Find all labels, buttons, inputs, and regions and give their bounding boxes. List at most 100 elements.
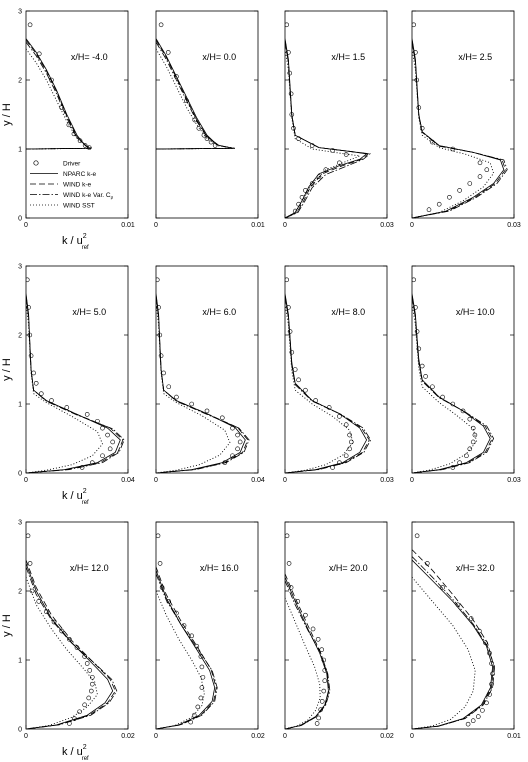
driver-data-point (158, 22, 164, 28)
driver-data-point (198, 695, 204, 701)
series-line-dotted (156, 48, 236, 150)
driver-data-point (315, 636, 321, 642)
driver-data-point (189, 633, 194, 639)
series-line-dashdot (285, 297, 372, 473)
driver-data-point (450, 465, 456, 470)
series-line-dashdot (26, 41, 92, 150)
series-line-dotted (412, 576, 476, 729)
driver-data-point (31, 370, 36, 376)
series-line-solid (26, 38, 91, 150)
driver-data-point (87, 668, 93, 673)
series-line-dashed (156, 39, 234, 150)
plot-frame (25, 265, 129, 474)
driver-data-point (303, 387, 308, 393)
driver-data-point (412, 277, 416, 283)
driver-data-point (472, 432, 478, 438)
y-tick-label: 0 (18, 471, 22, 478)
driver-data-point (157, 561, 163, 566)
plot-frame (25, 521, 129, 730)
driver-data-point (288, 91, 294, 97)
x-tick-label: 0 (154, 222, 158, 229)
panel-8: 0 0.03 x/H= 10.0 (410, 265, 521, 484)
driver-data-point (26, 277, 30, 283)
driver-data-point (67, 636, 72, 642)
panel-title: x/H= 10.0 (456, 307, 495, 317)
y-tick-label: 2 (18, 589, 22, 596)
legend-entry-label: WIND SST (63, 202, 95, 209)
panel-title: x/H= 16.0 (200, 563, 239, 573)
x-axis-label: k / u2 ref (62, 233, 89, 251)
driver-data-point (343, 422, 349, 428)
series-line-dashdot (156, 573, 218, 729)
x-tick-label: 0.03 (507, 477, 521, 484)
driver-data-point (77, 709, 82, 715)
driver-data-point (467, 446, 473, 452)
panel-title: x/H= 12.0 (70, 563, 109, 573)
y-axis-label: y / H (1, 358, 13, 381)
series-line-dashed (26, 39, 91, 150)
series-line-dotted (26, 577, 98, 729)
panel-title: x/H= 8.0 (331, 307, 365, 317)
x-tick-label: 0.03 (507, 222, 521, 229)
driver-data-point (347, 446, 352, 452)
plot-frame (284, 265, 388, 474)
series-line-solid (156, 293, 246, 473)
series-line-dashed (412, 549, 495, 729)
series-line-dashdot (412, 42, 508, 218)
driver-data-point (165, 50, 171, 55)
driver-data-point (337, 414, 342, 419)
driver-data-point (36, 599, 42, 604)
plot-area (412, 22, 508, 218)
series-line-solid (26, 293, 121, 473)
x-axis-label-sub: ref (82, 500, 89, 506)
series-line-dotted (412, 303, 478, 473)
series-line-dashdot (26, 297, 125, 473)
series-line-dashdot (26, 566, 118, 729)
driver-data-point (237, 439, 243, 445)
legend-entry-label: WIND k-e Var. Cμ (63, 192, 114, 200)
y-axis-label: y / H (1, 614, 13, 637)
driver-data-point (156, 533, 161, 539)
plot-frame (411, 521, 515, 730)
driver-data-point (314, 721, 320, 726)
driver-data-point (347, 432, 352, 438)
x-tick-label: 0.02 (121, 733, 135, 740)
driver-data-point (337, 160, 342, 166)
driver-data-point (38, 391, 44, 396)
x-axis-label-sub: ref (82, 245, 89, 251)
x-axis-label-main: k / u (62, 490, 83, 502)
driver-data-point (489, 661, 494, 666)
series-line-solid (285, 38, 368, 218)
driver-data-point (430, 384, 435, 390)
driver-data-point (235, 432, 240, 438)
driver-data-point (436, 201, 442, 207)
driver-data-point (212, 143, 218, 148)
panel-title: x/H= 32.0 (456, 563, 495, 573)
x-tick-label: 0 (283, 477, 287, 484)
panel-2: 0 0.01 x/H= 0.0 (154, 10, 265, 229)
panel-title: x/H= 20.0 (329, 563, 368, 573)
panel-title: x/H= 0.0 (202, 52, 236, 62)
series-line-dashdot (412, 556, 496, 729)
driver-data-point (467, 416, 473, 422)
driver-data-point (412, 22, 416, 28)
driver-data-point (82, 702, 87, 708)
driver-data-point (348, 439, 354, 445)
plot-area (285, 533, 331, 729)
driver-data-point (285, 533, 290, 539)
driver-data-point (26, 533, 31, 539)
plot-frame (411, 265, 515, 474)
plot-area (156, 22, 236, 150)
driver-data-point (107, 446, 113, 452)
x-tick-label: 0 (410, 222, 414, 229)
driver-data-point (310, 626, 316, 632)
driver-data-point (330, 148, 335, 153)
driver-data-point (285, 22, 289, 28)
driver-data-point (319, 699, 325, 704)
driver-data-point (82, 143, 88, 148)
series-line-solid (285, 577, 329, 729)
driver-data-point (464, 453, 469, 459)
driver-data-point (199, 664, 205, 670)
